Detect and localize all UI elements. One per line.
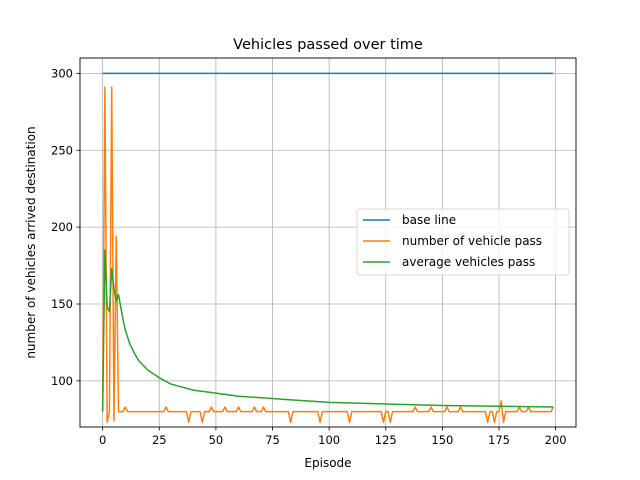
x-tick-label: 100	[318, 433, 340, 447]
legend-label: number of vehicle pass	[402, 234, 542, 248]
y-tick-label: 200	[51, 220, 73, 234]
legend-label: average vehicles pass	[402, 255, 535, 269]
y-tick-label: 250	[51, 143, 73, 157]
axes-frame	[79, 57, 577, 428]
y-tick-label: 300	[51, 66, 73, 80]
x-axis-label: Episode	[304, 456, 351, 470]
x-tick-label: 25	[152, 433, 167, 447]
legend-box	[356, 208, 570, 276]
legend: base line number of vehicle pass average v…	[356, 208, 570, 276]
x-tick-label: 0	[99, 433, 106, 447]
x-tick-label: 125	[375, 433, 397, 447]
series-line-1	[101, 86, 555, 424]
legend-label: base line	[402, 213, 456, 227]
ticks: 0 25 50 75 100 125 150 175 200 100 150 200 250 300	[51, 66, 567, 447]
series-layer	[101, 72, 555, 424]
x-tick-label: 200	[545, 433, 567, 447]
chart-title: Vehicles passed over time	[233, 37, 423, 53]
series-line-2	[101, 249, 554, 412]
x-tick-label: 50	[209, 433, 224, 447]
x-tick-label: 175	[488, 433, 510, 447]
x-tick-label: 150	[431, 433, 453, 447]
y-tick-label: 100	[51, 374, 73, 388]
x-tick-label: 75	[265, 433, 280, 447]
y-axis-label: number of vehicles arrived destination	[24, 126, 38, 358]
y-tick-label: 150	[51, 297, 73, 311]
